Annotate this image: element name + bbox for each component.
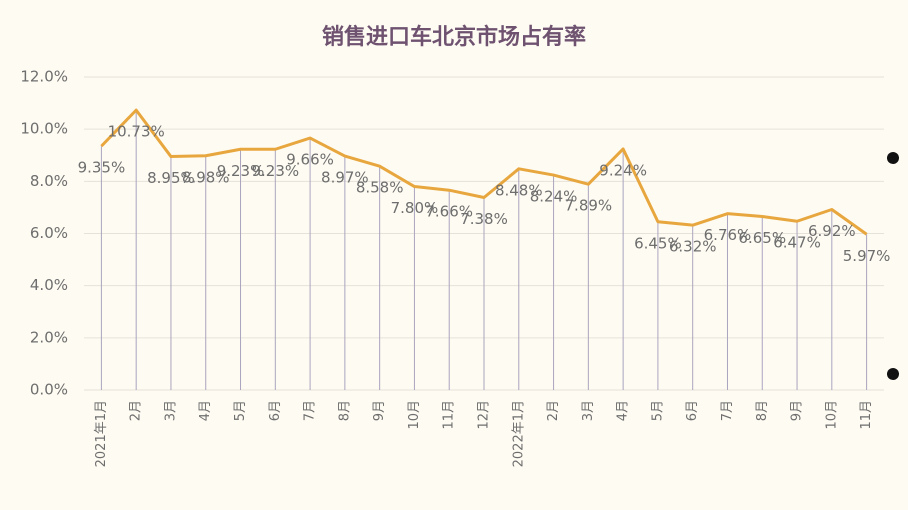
x-tick-label: 7月 (720, 400, 735, 421)
data-label: 6.65% (738, 229, 786, 247)
data-label: 8.97% (321, 169, 369, 187)
data-label: 9.35% (78, 159, 126, 177)
data-label: 6.47% (773, 234, 821, 252)
data-label: 9.24% (599, 161, 647, 179)
y-tick-label: 6.0% (30, 224, 68, 242)
data-line (100, 108, 868, 236)
x-tick-label: 2022年1月 (511, 400, 526, 467)
data-label: 8.24% (530, 188, 578, 206)
decor-dot (887, 152, 899, 164)
data-label: 9.66% (286, 151, 334, 169)
y-tick-label: 12.0% (20, 68, 68, 86)
data-label: 7.38% (460, 210, 508, 228)
x-tick-label: 5月 (233, 400, 248, 421)
data-label: 8.98% (182, 168, 230, 186)
x-tick-label: 7月 (303, 400, 318, 421)
x-tick-label: 5月 (650, 400, 665, 421)
x-tick-label: 3月 (581, 400, 596, 421)
x-tick-label: 9月 (372, 400, 387, 421)
data-label: 7.80% (391, 199, 439, 217)
x-tick-label: 4月 (616, 400, 631, 421)
x-tick-label: 3月 (163, 400, 178, 421)
data-label: 5.97% (843, 247, 891, 265)
x-tick-label: 4月 (198, 400, 213, 421)
data-label: 6.45% (634, 234, 682, 252)
y-tick-label: 4.0% (30, 276, 68, 294)
data-label: 8.48% (495, 181, 543, 199)
data-label: 6.32% (669, 238, 717, 256)
x-tick-label: 11月 (859, 400, 874, 430)
data-label: 6.76% (704, 226, 752, 244)
x-tick-label: 12月 (477, 400, 492, 430)
x-tick-label: 10月 (824, 400, 839, 430)
x-tick-label: 9月 (790, 400, 805, 421)
x-tick-label: 11月 (442, 400, 457, 430)
data-label: 9.23% (251, 162, 299, 180)
x-tick-label: 8月 (755, 400, 770, 421)
data-label: 7.66% (425, 203, 473, 221)
y-tick-label: 8.0% (30, 172, 68, 190)
data-label: 6.92% (808, 222, 856, 240)
x-tick-label: 8月 (337, 400, 352, 421)
y-tick-label: 10.0% (20, 120, 68, 138)
data-label: 7.89% (565, 197, 613, 215)
data-label: 8.58% (356, 179, 404, 197)
x-tick-label: 6月 (685, 400, 700, 421)
y-tick-label: 0.0% (30, 381, 68, 399)
chart-title: 销售进口车北京市场占有率 (322, 24, 586, 50)
x-tick-label: 6月 (268, 400, 283, 421)
data-label: 8.95% (147, 169, 195, 187)
data-label: 9.23% (217, 162, 265, 180)
x-tick-label: 2月 (129, 400, 144, 421)
x-tick-label: 2021年1月 (94, 400, 109, 467)
data-label: 10.73% (108, 123, 165, 141)
y-tick-label: 2.0% (30, 328, 68, 346)
decor-dot (887, 368, 899, 380)
x-tick-label: 10月 (407, 400, 422, 430)
x-tick-label: 2月 (546, 400, 561, 421)
